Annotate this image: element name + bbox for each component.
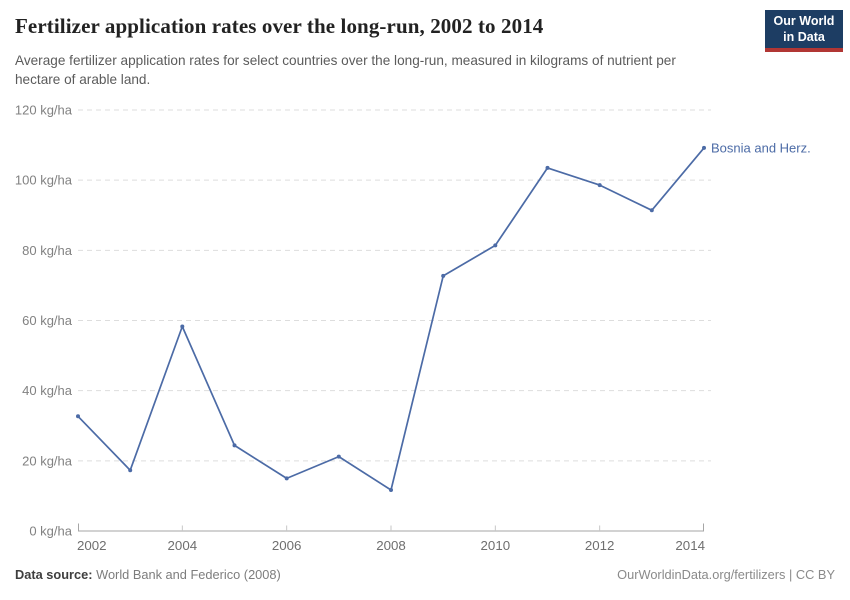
data-point[interactable] — [336, 454, 341, 459]
data-point[interactable] — [441, 273, 446, 278]
data-point[interactable] — [649, 208, 654, 213]
page-title: Fertilizer application rates over the lo… — [15, 14, 544, 38]
chart-subtitle: Average fertilizer application rates for… — [15, 51, 676, 89]
credit-link[interactable]: OurWorldinData.org/fertilizers | CC BY — [617, 567, 835, 582]
data-point[interactable] — [702, 145, 706, 150]
data-source: Data source: World Bank and Federico (20… — [15, 567, 281, 582]
x-tick-label: 2008 — [376, 538, 406, 553]
data-point[interactable] — [545, 165, 550, 170]
y-tick-label: 100 kg/ha — [15, 173, 73, 188]
data-point[interactable] — [232, 443, 237, 448]
data-point[interactable] — [180, 324, 185, 329]
owid-logo-line1: Our World — [773, 14, 835, 28]
data-point[interactable] — [76, 414, 80, 419]
y-tick-label: 60 kg/ha — [22, 313, 73, 328]
series-end-label[interactable]: Bosnia and Herz. — [711, 140, 811, 155]
data-point[interactable] — [597, 183, 602, 188]
x-tick-label: 2004 — [168, 538, 198, 553]
y-tick-label: 120 kg/ha — [15, 103, 73, 118]
x-tick-label: 2010 — [481, 538, 511, 553]
data-point[interactable] — [493, 243, 498, 248]
chart-subtitle-line2: hectare of arable land. — [15, 72, 151, 87]
owid-logo[interactable]: Our World in Data — [765, 10, 843, 52]
y-tick-label: 80 kg/ha — [22, 243, 73, 258]
y-tick-label: 20 kg/ha — [22, 453, 73, 468]
chart-subtitle-line1: Average fertilizer application rates for… — [15, 53, 676, 68]
x-tick-label: 2002 — [77, 538, 107, 553]
x-tick-label: 2012 — [585, 538, 615, 553]
series-line[interactable] — [77, 147, 705, 491]
y-tick-label: 40 kg/ha — [22, 383, 73, 398]
data-source-value: World Bank and Federico (2008) — [96, 567, 281, 582]
data-point[interactable] — [389, 488, 393, 492]
data-point[interactable] — [128, 468, 133, 473]
data-point[interactable] — [284, 476, 289, 481]
line-chart-canvas[interactable]: 0 kg/ha 20 kg/ha 40 kg/ha 60 kg/ha 80 kg/ha 1… — [0, 95, 850, 575]
y-tick-label: 0 kg/ha — [29, 524, 72, 539]
owid-logo-line2: in Data — [783, 29, 825, 44]
x-tick-label: 2006 — [272, 538, 302, 553]
x-tick-label: 2014 — [675, 538, 705, 553]
data-source-label: Data source: — [15, 567, 93, 582]
